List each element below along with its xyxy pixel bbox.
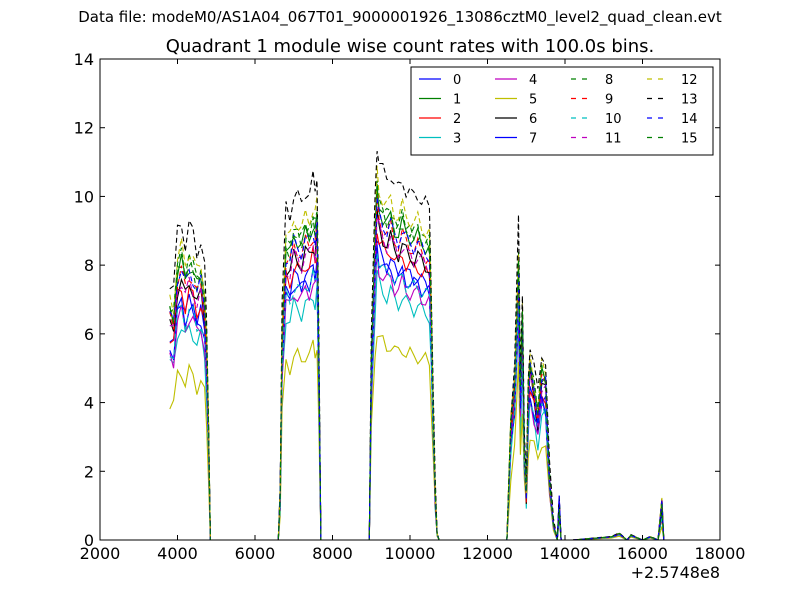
series-line-7 — [169, 244, 665, 540]
y-tick-label: 10 — [74, 187, 94, 206]
legend-label-1: 1 — [453, 93, 461, 108]
x-tick-label: 18000 — [695, 544, 746, 563]
y-tick-label: 4 — [84, 394, 94, 413]
series-line-13 — [169, 151, 665, 540]
legend-label-11: 11 — [605, 132, 622, 147]
y-tick-label: 0 — [84, 531, 94, 550]
y-tick-label: 14 — [74, 50, 94, 69]
x-tick-label: 6000 — [235, 544, 276, 563]
legend-label-10: 10 — [605, 112, 622, 127]
x-tick-label: 14000 — [540, 544, 591, 563]
x-tick-label: 16000 — [617, 544, 668, 563]
legend-label-2: 2 — [453, 112, 461, 127]
y-tick-label: 8 — [84, 256, 94, 275]
y-tick-label: 2 — [84, 462, 94, 481]
chart-title: Quadrant 1 module wise count rates with … — [165, 36, 655, 57]
legend-label-4: 4 — [529, 73, 537, 88]
series-line-6 — [169, 208, 665, 540]
x-axis: 2000 4000 6000 8000 10000 12000 14000 16000 1800… — [80, 59, 746, 563]
legend-label-9: 9 — [605, 93, 613, 108]
figure-suptitle: Data file: modeM0/AS1A04_067T01_90000019… — [78, 8, 722, 26]
series-line-15 — [169, 180, 665, 540]
legend-label-13: 13 — [681, 93, 698, 108]
series-line-14 — [169, 196, 665, 540]
x-tick-label: 8000 — [312, 544, 353, 563]
series-line-8 — [169, 193, 665, 540]
series-line-5 — [169, 334, 665, 540]
x-tick-label: 10000 — [385, 544, 436, 563]
x-tick-label: 2000 — [80, 544, 121, 563]
legend-label-0: 0 — [453, 73, 461, 88]
y-tick-label: 12 — [74, 119, 94, 138]
series-line-4 — [169, 251, 665, 540]
x-tick-label: 4000 — [157, 544, 198, 563]
series-line-3 — [169, 270, 665, 540]
series-line-12 — [169, 165, 665, 540]
series-line-11 — [169, 217, 665, 540]
legend-label-3: 3 — [453, 132, 461, 147]
x-axis-offset-label: +2.5748e8 — [631, 563, 720, 582]
legend-label-5: 5 — [529, 93, 537, 108]
x-tick-label: 12000 — [462, 544, 513, 563]
series-line-9 — [169, 195, 665, 540]
legend-label-14: 14 — [681, 112, 698, 127]
legend-label-12: 12 — [681, 73, 698, 88]
legend-label-15: 15 — [681, 132, 698, 147]
legend-label-6: 6 — [529, 112, 537, 127]
series-layer — [169, 151, 665, 540]
legend-box — [410, 66, 714, 156]
legend-label-8: 8 — [605, 73, 613, 88]
series-line-10 — [169, 253, 665, 540]
legend-label-7: 7 — [529, 132, 537, 147]
y-tick-label: 6 — [84, 325, 94, 344]
